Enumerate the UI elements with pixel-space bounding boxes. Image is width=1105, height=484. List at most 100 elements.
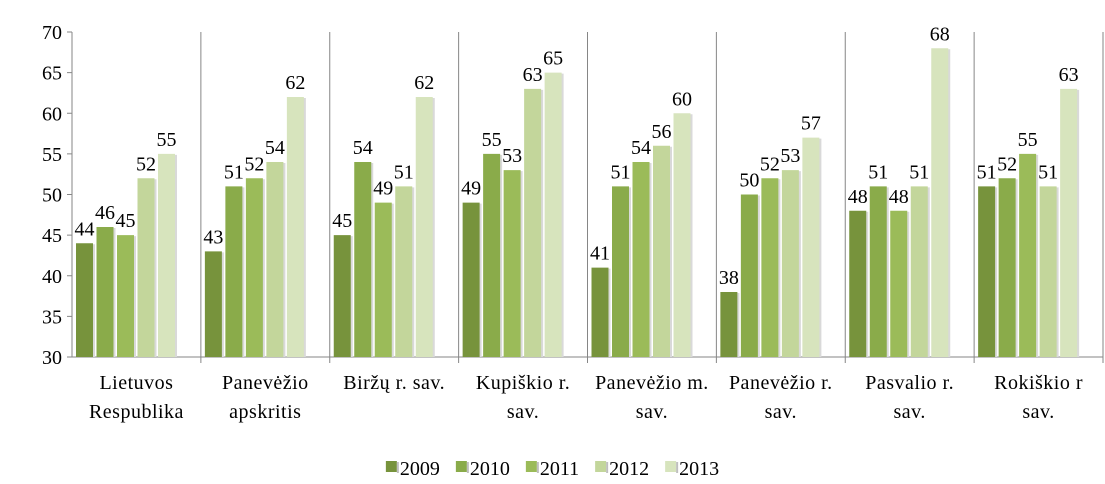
- value-label: 63: [1059, 64, 1079, 86]
- bar: [245, 178, 263, 357]
- bar: [781, 170, 799, 357]
- bar: [117, 235, 134, 357]
- value-label: 49: [373, 178, 393, 200]
- bar: [761, 178, 779, 357]
- value-label: 52: [997, 153, 1017, 175]
- bar: [998, 178, 1016, 357]
- value-label: 51: [611, 161, 631, 183]
- y-tick-label: 60: [42, 103, 62, 125]
- x-tick-label: Panevėžio r. sav.: [728, 372, 833, 423]
- bar: [524, 88, 542, 357]
- value-label: 65: [543, 48, 563, 70]
- y-tick-label: 30: [42, 347, 62, 369]
- bar: [204, 251, 222, 357]
- bar: [544, 72, 562, 357]
- y-tick-label: 50: [42, 185, 62, 207]
- x-tick-label: Lietuvos Respublika: [88, 372, 184, 423]
- value-label: 60: [672, 88, 692, 110]
- value-label: 44: [75, 218, 95, 240]
- bar: [740, 194, 758, 357]
- bar: [76, 243, 93, 357]
- legend-label: 2011: [540, 458, 579, 480]
- bar: [720, 292, 738, 357]
- bar: [1019, 153, 1037, 357]
- legend-swatch: [665, 461, 677, 472]
- x-tick-label: Biržų r. sav.: [343, 372, 446, 394]
- x-tick-label: Pasvalio r. sav.: [865, 372, 955, 423]
- legend-swatch-shadow: [396, 462, 399, 473]
- bar: [1060, 88, 1078, 357]
- y-tick-label: 35: [42, 306, 62, 328]
- value-label: 51: [394, 161, 414, 183]
- value-label: 68: [930, 23, 950, 45]
- bar: [333, 235, 351, 357]
- value-label: 45: [332, 210, 352, 232]
- bar: [462, 202, 480, 357]
- value-label: 54: [631, 137, 651, 159]
- value-label: 48: [889, 186, 909, 208]
- legend-swatch: [455, 461, 467, 472]
- legend: 2009 2010 2011 2012 2013: [385, 458, 719, 480]
- bar: [137, 178, 155, 357]
- x-tick-label: Kupiškio r. sav.: [475, 372, 571, 423]
- bar: [978, 186, 996, 357]
- value-label: 53: [780, 145, 800, 167]
- value-label: 57: [801, 113, 821, 135]
- legend-swatch-shadow: [676, 462, 679, 473]
- legend-label: 2010: [470, 458, 510, 480]
- x-tick-label: Rokiškio r sav.: [994, 372, 1084, 423]
- legend-label: 2009: [400, 458, 440, 480]
- value-label: 62: [414, 72, 434, 94]
- value-label: 54: [265, 137, 285, 159]
- bar: [225, 186, 243, 357]
- bar: [1039, 186, 1057, 357]
- value-label: 45: [116, 210, 136, 232]
- value-label: 51: [1038, 161, 1058, 183]
- bar: [890, 210, 908, 357]
- value-label: 52: [760, 153, 780, 175]
- bar: [266, 162, 284, 357]
- legend-swatch-shadow: [536, 462, 539, 473]
- value-label: 62: [285, 72, 305, 94]
- value-label: 43: [203, 226, 223, 248]
- value-label: 51: [224, 161, 244, 183]
- bar: [653, 145, 670, 357]
- bar: [591, 267, 609, 357]
- value-label: 48: [848, 186, 868, 208]
- bar: [849, 210, 867, 357]
- y-tick-label: 40: [42, 266, 62, 288]
- value-label: 56: [652, 121, 672, 143]
- legend-swatch-shadow: [466, 462, 469, 473]
- bar: [910, 186, 928, 357]
- legend-label: 2012: [609, 458, 649, 480]
- bar: [632, 162, 650, 357]
- bar: [354, 162, 372, 357]
- bar: [158, 153, 175, 357]
- legend-swatch: [525, 461, 537, 472]
- value-label: 52: [244, 153, 264, 175]
- value-label: 41: [590, 243, 610, 265]
- value-label: 63: [523, 64, 543, 86]
- value-label: 50: [739, 170, 759, 192]
- bar: [869, 186, 887, 357]
- x-tick-label: Panevėžio m. sav.: [595, 372, 709, 423]
- value-label: 53: [502, 145, 522, 167]
- bar: [96, 227, 114, 357]
- bar: [374, 202, 392, 357]
- bar: [286, 97, 304, 357]
- value-label: 55: [1018, 129, 1038, 151]
- value-label: 54: [353, 137, 373, 159]
- value-label: 46: [95, 202, 115, 224]
- bar: [802, 137, 820, 357]
- value-label: 51: [909, 161, 929, 183]
- legend-swatch: [385, 461, 397, 472]
- value-label: 52: [136, 153, 156, 175]
- bar: [612, 186, 629, 357]
- value-label: 51: [868, 161, 888, 183]
- x-tick-label: Panevėžio apskritis: [221, 372, 309, 423]
- value-label: 51: [977, 161, 997, 183]
- bar: [931, 48, 949, 357]
- y-tick-label: 45: [42, 225, 62, 247]
